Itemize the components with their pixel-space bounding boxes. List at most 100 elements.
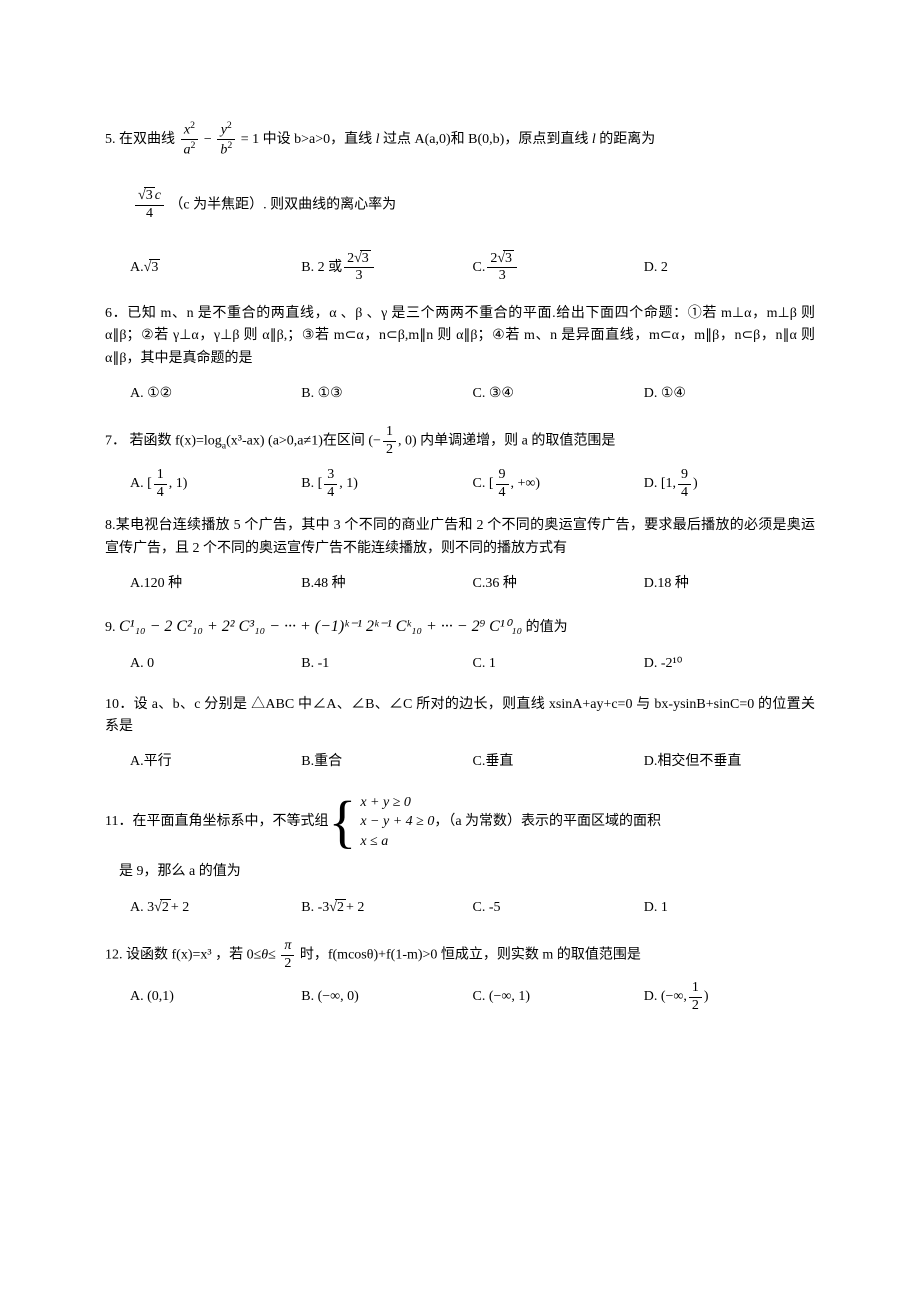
q5-optB: B. 2 或 23 3 — [301, 251, 472, 286]
q11-line2: 是 9，那么 a 的值为 — [105, 861, 815, 883]
q7-optC-close: , +∞) — [511, 473, 541, 495]
q5-distance-frac: 3c 4 — [135, 188, 164, 223]
q11-post: ，（a 为常数）表示的平面区域的面积 — [434, 811, 661, 833]
q7-optD-frac: 94 — [678, 467, 691, 502]
q5-optB-sqrt-rad: 3 — [360, 250, 371, 266]
q5-optC: C. 23 3 — [473, 251, 644, 286]
q11-optA-sqrt-rad: 2 — [160, 899, 171, 915]
q11-optA-label: A. 3 — [130, 897, 154, 919]
q7-optA-frac: 14 — [154, 467, 167, 502]
page-content: 5. 在双曲线 x2 a2 − y2 b2 = 1 中设 b>a>0，直线 l … — [0, 0, 920, 1089]
q8-optD: D.18 种 — [644, 568, 815, 600]
q5-optB-sqrt: 3 — [354, 251, 371, 268]
q6-text: 已知 m、n 是不重合的两直线，α 、β 、γ 是三个两两不重合的平面.给出下面… — [105, 306, 815, 366]
q6-body: 6．已知 m、n 是不重合的两直线，α 、β 、γ 是三个两两不重合的平面.给出… — [105, 303, 815, 370]
q12-pre: 设函数 f(x)=x³ ，若 0≤ — [126, 947, 261, 962]
question-12: 12. 设函数 f(x)=x³ ，若 0≤θ≤ π 2 时，f(mcosθ)+f… — [105, 938, 815, 1015]
q11-sys-line1: x + y ≥ 0 — [360, 793, 434, 813]
q5-eq-den-r-sup: 2 — [227, 140, 232, 151]
q10-optB: B.重合 — [301, 747, 472, 779]
q7-optC-num: 9 — [496, 467, 509, 485]
q5-optA-sqrt: 3 — [144, 257, 161, 279]
q9-expr: C¹₁₀ − 2 C²₁₀ + 2² C³₁₀ − ··· + (−1)ᵏ⁻¹ … — [119, 618, 522, 635]
q8-body: 8.某电视台连续播放 5 个广告，其中 3 个不同的商业广告和 2 个不同的奥运… — [105, 515, 815, 560]
q12-options: A. (0,1) B. (−∞, 0) C. (−∞, 1) D. (−∞, 1… — [105, 980, 815, 1015]
q7-optD-label: D. [1, — [644, 473, 676, 495]
q7-number: 7． — [105, 434, 126, 449]
q12-lim-frac: π 2 — [281, 938, 294, 973]
q5-dist-den: 4 — [135, 206, 164, 223]
q12-optD-frac: 12 — [689, 980, 702, 1015]
q12-body: 12. 设函数 f(x)=x³ ，若 0≤θ≤ π 2 时，f(mcosθ)+f… — [105, 938, 815, 973]
q5-mid2: 过点 A(a,0)和 B(0,b)，原点到直线 — [383, 132, 592, 147]
question-9: 9. C¹₁₀ − 2 C²₁₀ + 2² C³₁₀ − ··· + (−1)ᵏ… — [105, 614, 815, 680]
q5-optC-sqrt: 3 — [497, 251, 514, 268]
q9-optA: A. 0 — [130, 648, 301, 680]
q7-body: 7． 若函数 f(x)=loga(x³-ax) (a>0,a≠1)在区间 (−1… — [105, 424, 815, 459]
q12-lim-num: π — [281, 938, 294, 956]
q11-sys-line3: x ≤ a — [360, 832, 434, 852]
q7-optB: B. [34, 1) — [301, 467, 472, 502]
q6-optA: A. ①② — [130, 378, 301, 410]
q5-optA: A. 3 — [130, 251, 301, 286]
q12-optD-close: ) — [704, 986, 709, 1008]
q12-optD: D. (−∞, 12) — [644, 980, 815, 1015]
q7-pre: 若函数 f(x)=log — [130, 434, 222, 449]
q5-minus: − — [204, 132, 215, 147]
q5-post: （c 为半焦距）. 则双曲线的离心率为 — [169, 197, 396, 212]
q11-brace: { — [328, 797, 356, 847]
q9-body: 9. C¹₁₀ − 2 C²₁₀ + 2² C³₁₀ − ··· + (−1)ᵏ… — [105, 614, 815, 640]
q5-options: A. 3 B. 2 或 23 3 C. 23 3 D. 2 — [105, 251, 815, 286]
q5-optD: D. 2 — [644, 251, 815, 286]
q5-dist-sqrt: 3 — [138, 188, 155, 205]
q7-optB-den: 4 — [324, 485, 337, 502]
q5-dist-sqrt-rad: 3 — [144, 187, 155, 203]
q8-optA: A.120 种 — [130, 568, 301, 600]
q7-interval-open: (− — [368, 434, 381, 449]
q5-optC-coef: 2 — [490, 251, 497, 266]
q8-number: 8. — [105, 518, 116, 533]
q7-optB-frac: 34 — [324, 467, 337, 502]
q11-optA-tail: + 2 — [171, 897, 189, 919]
q5-mid3: 的距离为 — [599, 132, 655, 147]
q11-optA-sqrt: 2 — [154, 897, 171, 919]
q5-optC-den: 3 — [487, 268, 517, 285]
q7-optA-den: 4 — [154, 485, 167, 502]
q7-optA-label: A. [ — [130, 473, 152, 495]
q7-interval-frac: 12 — [383, 424, 396, 459]
q5-mid: 中设 b>a>0，直线 — [263, 132, 376, 147]
question-10: 10．设 a、b、c 分别是 △ABC 中∠A、∠B、∠C 所对的边长，则直线 … — [105, 694, 815, 779]
q5-optB-label: B. 2 或 — [301, 257, 342, 279]
q11-sys-line2: x − y + 4 ≥ 0 — [360, 812, 434, 832]
q5-optC-sqrt-rad: 3 — [503, 250, 514, 266]
q7-optD-den: 4 — [678, 485, 691, 502]
q5-optA-label: A. — [130, 257, 144, 279]
q10-text: 设 a、b、c 分别是 △ABC 中∠A、∠B、∠C 所对的边长，则直线 xsi… — [105, 697, 815, 734]
q6-optD: D. ①④ — [644, 378, 815, 410]
q11-pre: 在平面直角坐标系中，不等式组 — [132, 811, 328, 833]
q7-optC-label: C. [ — [473, 473, 494, 495]
q11-optB: B. -32 + 2 — [301, 892, 472, 924]
q5-eq-den-l: a — [184, 143, 191, 158]
q11-optC: C. -5 — [473, 892, 644, 924]
q7-optA-close: , 1) — [169, 473, 188, 495]
q12-optD-label: D. (−∞, — [644, 986, 687, 1008]
q12-number: 12. — [105, 947, 123, 962]
q5-number: 5. — [105, 132, 116, 147]
q11-optB-tail: + 2 — [346, 897, 364, 919]
q7-optC: C. [94, +∞) — [473, 467, 644, 502]
q11-number: 11． — [105, 811, 132, 833]
q7-optB-label: B. [ — [301, 473, 322, 495]
question-11: 11． 在平面直角坐标系中，不等式组 { x + y ≥ 0 x − y + 4… — [105, 793, 815, 924]
q5-optB-frac: 23 3 — [344, 251, 374, 286]
q5-frac-right: y2 b2 — [217, 120, 235, 160]
q5-optB-coef: 2 — [347, 251, 354, 266]
q10-options: A.平行 B.重合 C.垂直 D.相交但不垂直 — [105, 747, 815, 779]
q7-optD-close: ) — [693, 473, 698, 495]
q9-tail: 的值为 — [526, 620, 568, 635]
q7-optB-num: 3 — [324, 467, 337, 485]
q11-optB-sqrt: 2 — [329, 897, 346, 919]
q10-number: 10． — [105, 697, 134, 712]
q9-optD: D. -2¹⁰ — [644, 648, 815, 680]
q9-optC: C. 1 — [473, 648, 644, 680]
